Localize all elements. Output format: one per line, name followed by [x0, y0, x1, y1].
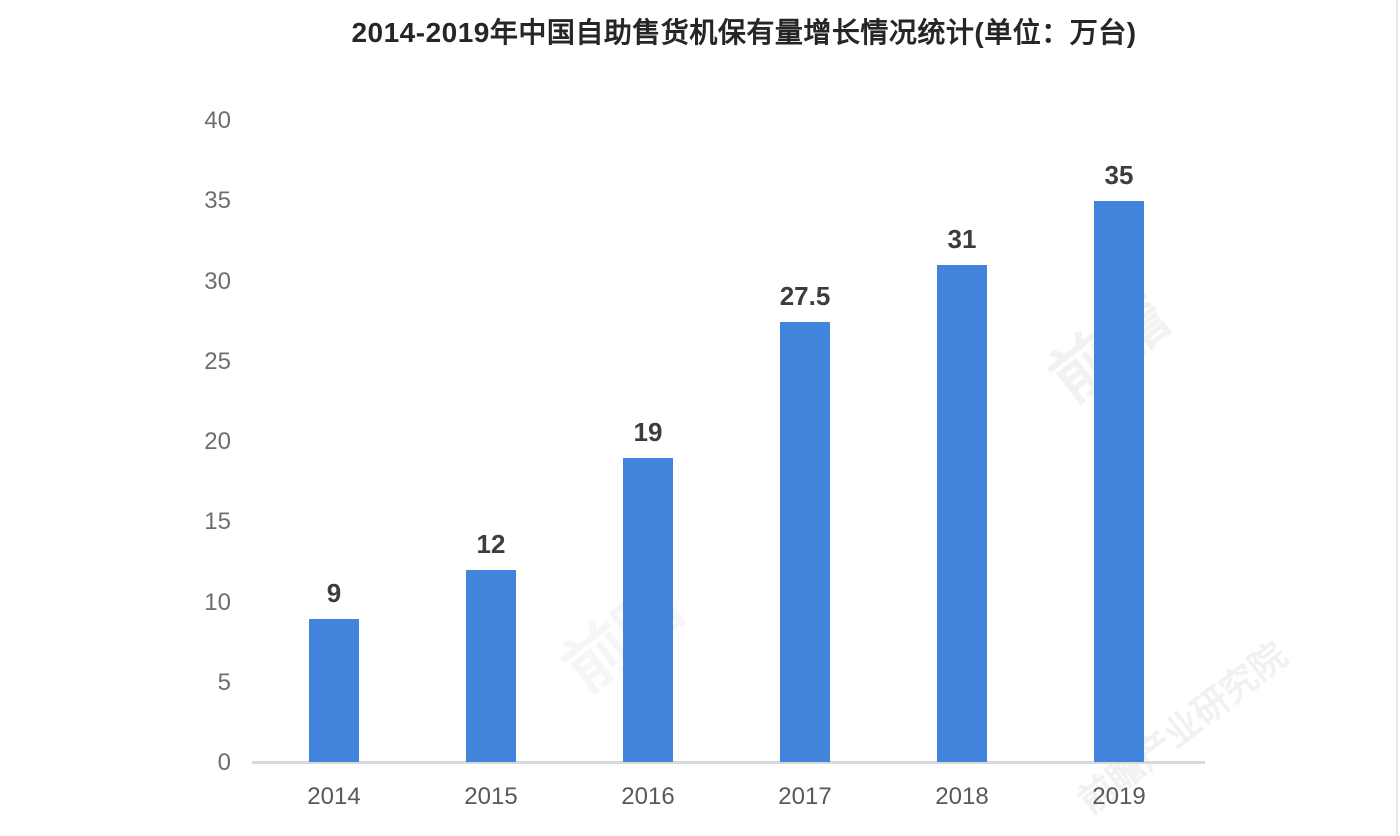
y-tick-label-25: 25 [204, 347, 231, 375]
y-tick-label-15: 15 [204, 508, 231, 536]
y-tick-label-10: 10 [204, 588, 231, 616]
x-tick-label-2014: 2014 [307, 783, 361, 810]
bar-value-label-2018: 31 [947, 224, 977, 255]
bar-value-label-2016: 19 [633, 417, 663, 448]
y-tick-label-20: 20 [204, 428, 231, 455]
bar-value-label-2014: 9 [326, 577, 342, 608]
bar-value-label-2019: 35 [1104, 160, 1134, 191]
chart-title: 2014-2019年中国自助售货机保有量增长情况统计(单位：万台) [351, 17, 1137, 48]
x-tick-label-2017: 2017 [778, 783, 832, 810]
y-tick-label-35: 35 [204, 187, 231, 215]
y-tick-label-30: 30 [204, 267, 231, 295]
screenshot-edge-artifact [1396, 0, 1398, 836]
y-tick-label-40: 40 [204, 107, 231, 134]
bar-2014 [309, 618, 359, 762]
bar-2017 [780, 321, 830, 762]
watermark-text: 前瞻 [541, 558, 699, 709]
bar-2015 [466, 570, 516, 762]
bar-2019 [1094, 201, 1144, 762]
bar-2018 [937, 265, 987, 762]
x-tick-label-2015: 2015 [464, 783, 518, 810]
bar-value-label-2017: 27.5 [779, 280, 831, 311]
bar-2016 [623, 458, 673, 762]
x-tick-label-2018: 2018 [935, 783, 989, 810]
bar-value-label-2015: 12 [476, 529, 506, 560]
y-tick-label-5: 5 [217, 668, 231, 696]
x-tick-label-2019: 2019 [1092, 783, 1146, 810]
y-tick-label-0: 0 [217, 749, 231, 776]
x-axis-line [252, 761, 1205, 764]
x-tick-label-2016: 2016 [621, 783, 675, 810]
